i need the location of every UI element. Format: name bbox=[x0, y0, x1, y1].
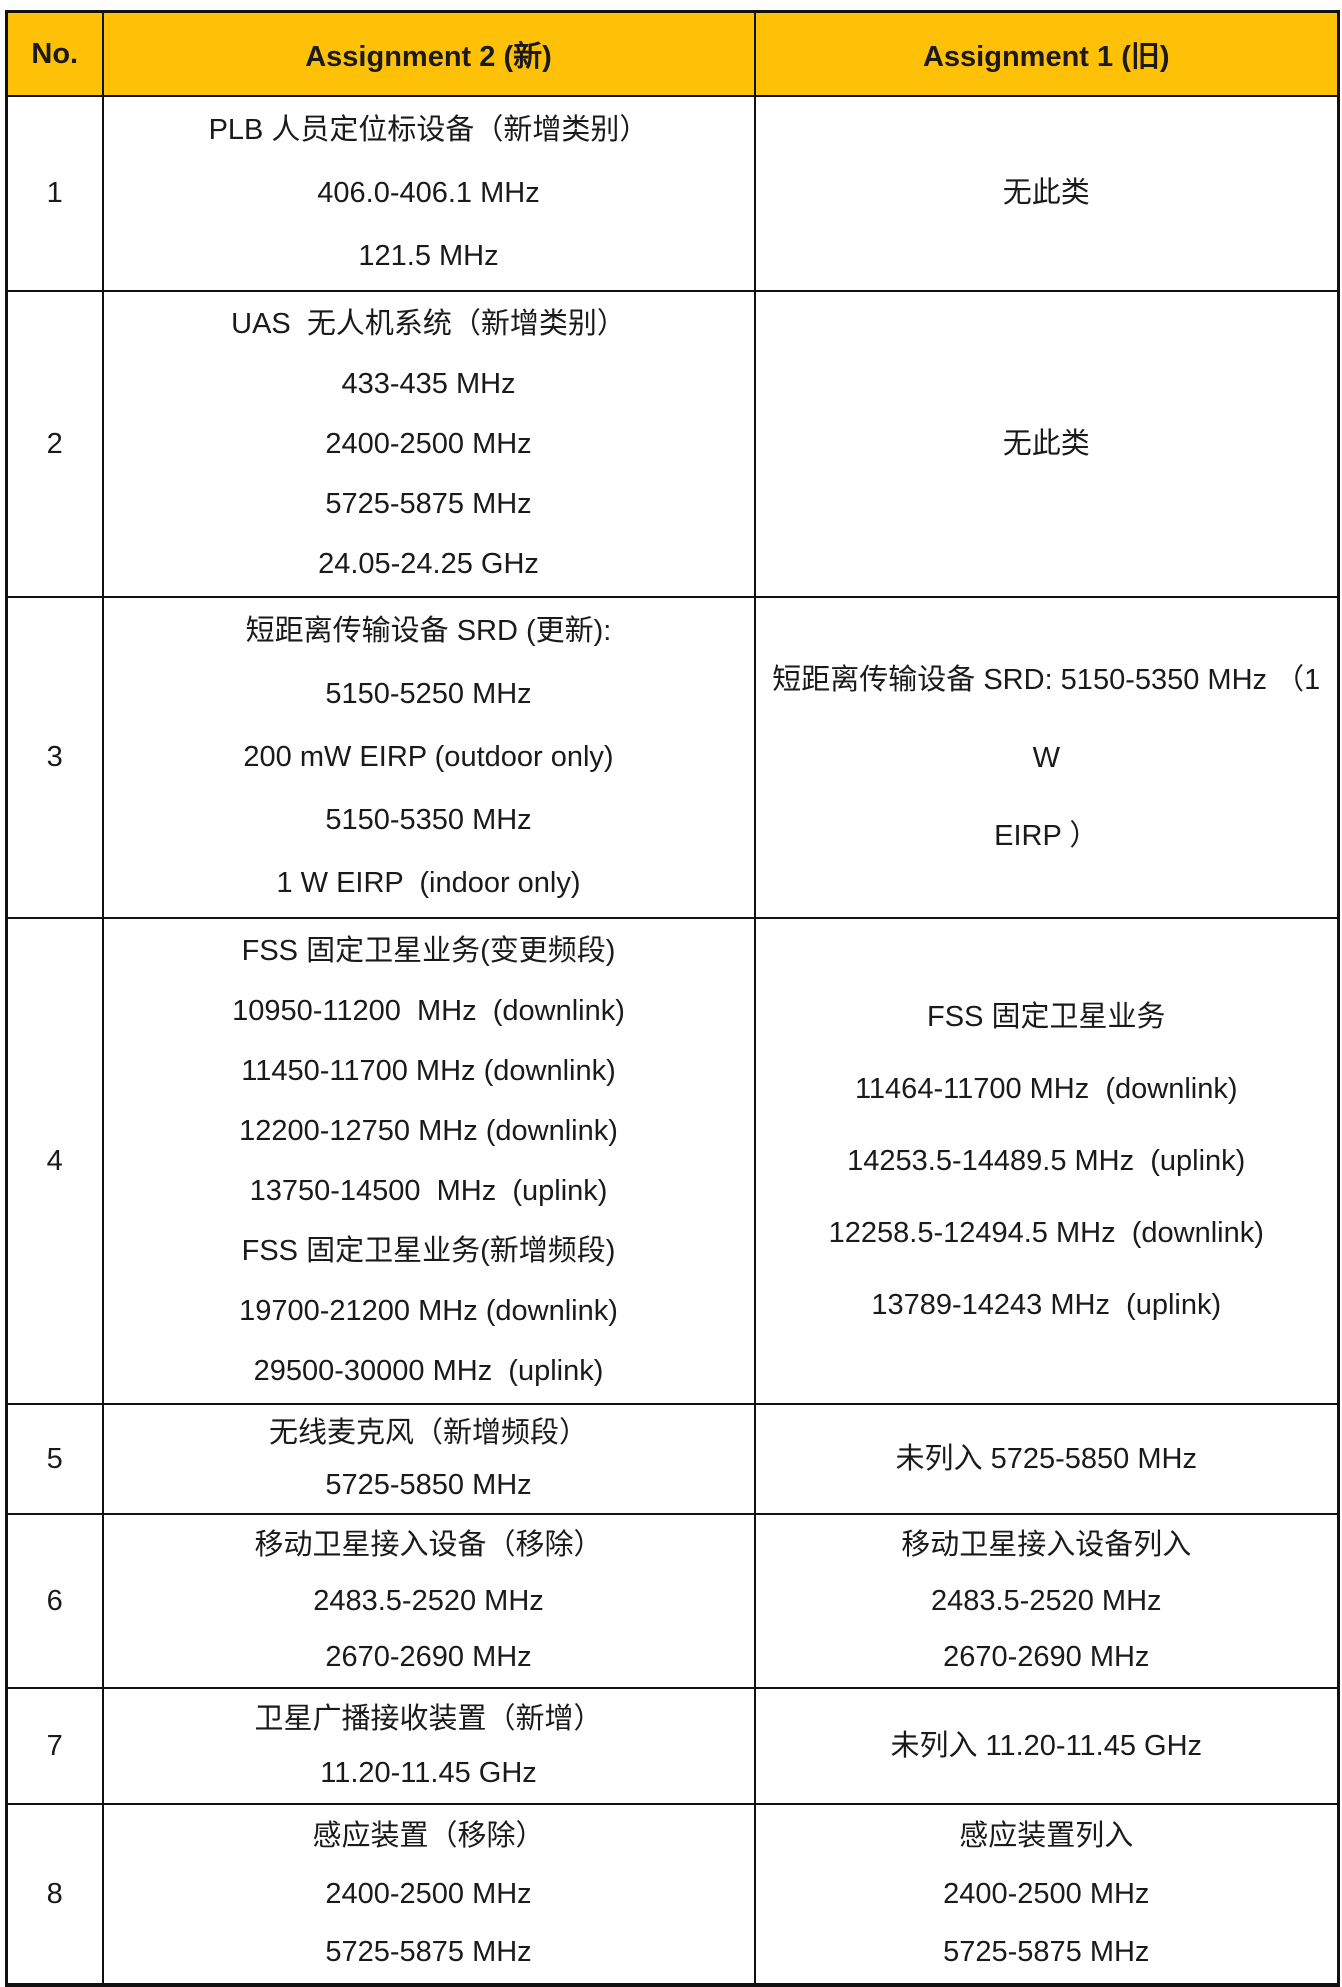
cell-text-line: 感应装置（移除） bbox=[312, 1820, 545, 1852]
assignment1-cell: 移动卫星接入设备列入 2483.5-2520 MHz 2670-2690 MHz bbox=[753, 1513, 1340, 1689]
cell-text-line: 移动卫星接入设备（移除） bbox=[254, 1529, 603, 1561]
row-number: 8 bbox=[5, 1803, 104, 1987]
cell-text-line: 5725-5875 MHz bbox=[325, 1936, 532, 1968]
cell-text-line: 10950-11200 MHz (downlink) bbox=[232, 995, 625, 1027]
cell-text-line: 29500-30000 MHz (uplink) bbox=[253, 1355, 604, 1387]
table-row-5: 5 无线麦克风（新增频段） 5725-5850 MHz 未列入 5725-585… bbox=[5, 1403, 1340, 1515]
assignment1-cell: 未列入 11.20-11.45 GHz bbox=[753, 1687, 1340, 1805]
cell-text-line: 短距离传输设备 SRD: 5150-5350 MHz （1 W bbox=[772, 663, 1329, 774]
assignment1-cell: FSS 固定卫星业务 11464-11700 MHz (downlink) 14… bbox=[753, 917, 1340, 1405]
cell-text-line: 121.5 MHz bbox=[358, 240, 499, 272]
cell-text-line: 2400-2500 MHz bbox=[943, 1878, 1150, 1910]
assignment1-cell: 无此类 bbox=[753, 290, 1340, 598]
cell-text-line: 12200-12750 MHz (downlink) bbox=[239, 1115, 618, 1147]
cell-text-line: 2400-2500 MHz bbox=[325, 428, 532, 460]
row-number: 3 bbox=[5, 596, 104, 919]
cell-text-line: 200 mW EIRP (outdoor only) bbox=[243, 741, 614, 773]
assignment1-cell: 短距离传输设备 SRD: 5150-5350 MHz （1 W EIRP ） bbox=[753, 596, 1340, 919]
cell-text-line: 2400-2500 MHz bbox=[325, 1878, 532, 1910]
cell-text-line: 11.20-11.45 GHz bbox=[320, 1757, 537, 1789]
assignment1-cell: 感应装置列入 2400-2500 MHz 5725-5875 MHz bbox=[753, 1803, 1340, 1987]
cell-text-line: 未列入 5725-5850 MHz bbox=[895, 1443, 1197, 1475]
table-row-2: 2 UAS 无人机系统（新增类别） 433-435 MHz 2400-2500 … bbox=[5, 290, 1340, 598]
assignment2-cell: 感应装置（移除） 2400-2500 MHz 5725-5875 MHz bbox=[101, 1803, 756, 1987]
assignment2-cell: 无线麦克风（新增频段） 5725-5850 MHz bbox=[101, 1403, 756, 1515]
cell-text-line: 无此类 bbox=[1002, 428, 1090, 460]
cell-text-line: 2483.5-2520 MHz bbox=[930, 1585, 1162, 1617]
cell-text-line: FSS 固定卫星业务(变更频段) bbox=[241, 935, 616, 967]
cell-text-line: 2483.5-2520 MHz bbox=[313, 1585, 544, 1617]
cell-text-line: 5150-5250 MHz bbox=[325, 678, 532, 710]
assignment2-cell: 短距离传输设备 SRD (更新): 5150-5250 MHz 200 mW E… bbox=[101, 596, 756, 919]
assignment1-cell: 无此类 bbox=[753, 95, 1340, 292]
cell-text-line: 5725-5875 MHz bbox=[943, 1936, 1150, 1968]
table-row-8: 8 感应装置（移除） 2400-2500 MHz 5725-5875 MHz 感… bbox=[5, 1803, 1340, 1987]
assignment-comparison-table: No. Assignment 2 (新) Assignment 1 (旧) 1 … bbox=[5, 10, 1340, 1987]
row-number: 1 bbox=[5, 95, 104, 292]
assignment1-cell: 未列入 5725-5850 MHz bbox=[753, 1403, 1340, 1515]
cell-text-line: 5150-5350 MHz bbox=[325, 804, 532, 836]
cell-text-line: 2670-2690 MHz bbox=[325, 1641, 532, 1673]
cell-text-line: 13789-14243 MHz (uplink) bbox=[871, 1289, 1222, 1321]
header-no: No. bbox=[5, 10, 104, 97]
cell-text-line: 11450-11700 MHz (downlink) bbox=[241, 1055, 616, 1087]
cell-text-line: PLB 人员定位标设备（新增类别） bbox=[208, 114, 649, 146]
cell-text-line: 13750-14500 MHz (uplink) bbox=[249, 1175, 608, 1207]
cell-text-line: FSS 固定卫星业务 bbox=[927, 1001, 1166, 1033]
assignment2-cell: PLB 人员定位标设备（新增类别） 406.0-406.1 MHz 121.5 … bbox=[101, 95, 756, 292]
cell-text-line: 14253.5-14489.5 MHz (uplink) bbox=[847, 1145, 1246, 1177]
cell-text-line: 19700-21200 MHz (downlink) bbox=[239, 1295, 618, 1327]
cell-text-line: 未列入 11.20-11.45 GHz bbox=[890, 1730, 1203, 1762]
cell-text-line: 1 W EIRP (indoor only) bbox=[276, 867, 581, 899]
cell-text-line: 5725-5850 MHz bbox=[325, 1469, 532, 1501]
row-number: 6 bbox=[5, 1513, 104, 1689]
cell-text-line: 24.05-24.25 GHz bbox=[318, 548, 539, 580]
cell-text-line: 433-435 MHz bbox=[341, 368, 516, 400]
assignment2-cell: FSS 固定卫星业务(变更频段) 10950-11200 MHz (downli… bbox=[101, 917, 756, 1405]
cell-text-line: FSS 固定卫星业务(新增频段) bbox=[241, 1235, 616, 1267]
row-number: 7 bbox=[5, 1687, 104, 1805]
header-assignment-1: Assignment 1 (旧) bbox=[753, 10, 1340, 97]
table-row-3: 3 短距离传输设备 SRD (更新): 5150-5250 MHz 200 mW… bbox=[5, 596, 1340, 919]
cell-text-line: 406.0-406.1 MHz bbox=[317, 177, 540, 209]
assignment2-cell: 移动卫星接入设备（移除） 2483.5-2520 MHz 2670-2690 M… bbox=[101, 1513, 756, 1689]
table-row-6: 6 移动卫星接入设备（移除） 2483.5-2520 MHz 2670-2690… bbox=[5, 1513, 1340, 1689]
cell-text-line: EIRP ） bbox=[994, 819, 1099, 852]
cell-text-line: 5725-5875 MHz bbox=[325, 488, 532, 520]
cell-text-line: 11464-11700 MHz (downlink) bbox=[854, 1073, 1238, 1105]
cell-text-line: 短距离传输设备 SRD (更新): bbox=[245, 615, 612, 647]
cell-text-line: 卫星广播接收装置（新增） bbox=[254, 1703, 603, 1735]
header-assignment-2: Assignment 2 (新) bbox=[101, 10, 756, 97]
table-row-4: 4 FSS 固定卫星业务(变更频段) 10950-11200 MHz (down… bbox=[5, 917, 1340, 1405]
cell-text-line: 12258.5-12494.5 MHz (downlink) bbox=[828, 1217, 1264, 1249]
table-row-7: 7 卫星广播接收装置（新增） 11.20-11.45 GHz 未列入 11.20… bbox=[5, 1687, 1340, 1805]
cell-text-line: 无此类 bbox=[1002, 177, 1090, 209]
header-row: No. Assignment 2 (新) Assignment 1 (旧) bbox=[5, 10, 1340, 97]
row-number: 2 bbox=[5, 290, 104, 598]
cell-text-line: 移动卫星接入设备列入 bbox=[901, 1529, 1192, 1561]
row-number: 5 bbox=[5, 1403, 104, 1515]
cell-text-line: UAS 无人机系统（新增类别） bbox=[231, 308, 626, 340]
assignment2-cell: UAS 无人机系统（新增类别） 433-435 MHz 2400-2500 MH… bbox=[101, 290, 756, 598]
row-number: 4 bbox=[5, 917, 104, 1405]
cell-text-line: 感应装置列入 bbox=[959, 1820, 1134, 1852]
cell-text-line: 无线麦克风（新增频段） bbox=[268, 1417, 588, 1449]
table-row-1: 1 PLB 人员定位标设备（新增类别） 406.0-406.1 MHz 121.… bbox=[5, 95, 1340, 292]
cell-text-line: 2670-2690 MHz bbox=[943, 1641, 1150, 1673]
assignment2-cell: 卫星广播接收装置（新增） 11.20-11.45 GHz bbox=[101, 1687, 756, 1805]
